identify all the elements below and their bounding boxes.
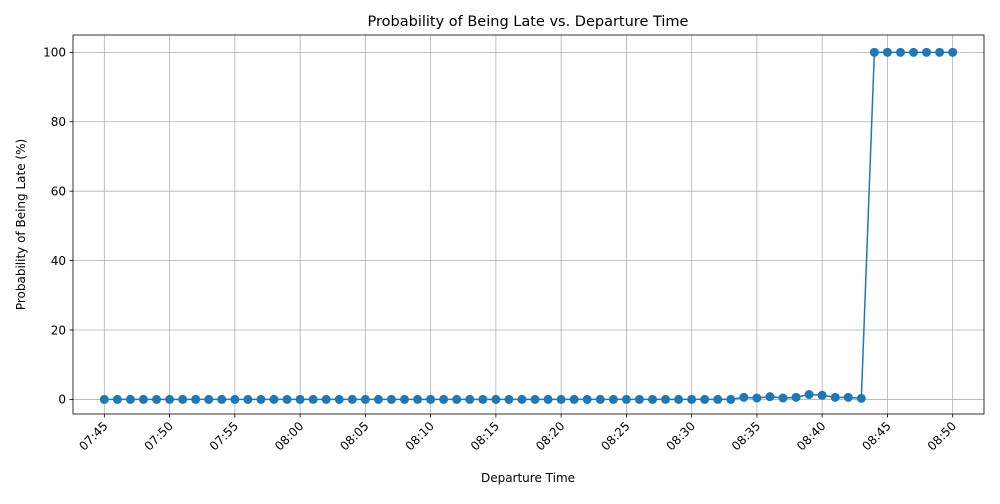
data-point (634, 394, 644, 404)
data-point (700, 394, 710, 404)
data-point (112, 394, 122, 404)
data-point (621, 394, 631, 404)
data-point (869, 47, 879, 57)
y-tick-label: 80 (51, 115, 66, 129)
x-axis-label: Departure Time (481, 471, 575, 485)
data-point (556, 394, 566, 404)
data-point (935, 47, 945, 57)
data-point (439, 394, 449, 404)
data-point (726, 394, 736, 404)
data-point (895, 47, 905, 57)
y-tick-label: 0 (58, 393, 66, 407)
x-axis: 07:45 07:50 07:55 08:00 08:05 08:10 08:15 08:20… (76, 414, 959, 453)
data-point (426, 394, 436, 404)
y-tick-label: 60 (51, 184, 66, 198)
x-tick-label: 07:50 (142, 419, 176, 453)
x-tick-label: 07:55 (207, 419, 241, 453)
data-point (478, 394, 488, 404)
x-tick-label: 08:40 (794, 419, 828, 453)
data-point (178, 394, 188, 404)
data-point (791, 392, 801, 402)
chart-title: Probability of Being Late vs. Departure … (368, 14, 689, 30)
data-point (491, 394, 501, 404)
y-axis-label: Probability of Being Late (%) (14, 139, 28, 310)
data-point (543, 394, 553, 404)
data-point (856, 393, 866, 403)
y-axis: 0 20 40 60 80 100 (43, 46, 73, 407)
data-point (321, 394, 331, 404)
data-point (256, 394, 266, 404)
data-point (882, 47, 892, 57)
data-point (504, 394, 514, 404)
data-point (687, 394, 697, 404)
data-point (334, 394, 344, 404)
data-point (530, 394, 540, 404)
data-point (517, 394, 527, 404)
data-point (843, 392, 853, 402)
data-point (713, 394, 723, 404)
x-tick-label: 08:30 (664, 419, 698, 453)
data-point (347, 394, 357, 404)
series (99, 47, 958, 404)
x-tick-label: 08:00 (272, 419, 306, 453)
data-point (400, 394, 410, 404)
data-point (674, 394, 684, 404)
data-point (830, 392, 840, 402)
data-point (99, 394, 109, 404)
data-point (243, 394, 253, 404)
data-point (661, 394, 671, 404)
x-tick-label: 08:50 (925, 419, 959, 453)
data-point (452, 394, 462, 404)
data-point (295, 394, 305, 404)
data-point (817, 390, 827, 400)
y-tick-label: 20 (51, 323, 66, 337)
data-point (152, 394, 162, 404)
data-point (465, 394, 475, 404)
data-point (948, 47, 958, 57)
data-point (569, 394, 579, 404)
x-tick-label: 08:35 (729, 419, 763, 453)
data-point (595, 394, 605, 404)
data-point (922, 47, 932, 57)
data-point (191, 394, 201, 404)
x-tick-label: 07:45 (76, 419, 110, 453)
data-point (608, 394, 618, 404)
data-point (739, 392, 749, 402)
data-point (165, 394, 175, 404)
y-tick-label: 100 (43, 46, 66, 60)
data-point (909, 47, 919, 57)
data-point (778, 393, 788, 403)
series-line (104, 51, 953, 401)
data-point (386, 394, 396, 404)
data-point (204, 394, 214, 404)
plot-frame (72, 34, 985, 415)
x-tick-label: 08:20 (533, 419, 567, 453)
data-point (217, 394, 227, 404)
x-tick-label: 08:15 (468, 419, 502, 453)
data-point (373, 394, 383, 404)
data-point (125, 394, 135, 404)
data-point (647, 394, 657, 404)
data-point (804, 390, 814, 400)
y-tick-label: 40 (51, 254, 66, 268)
data-point (269, 394, 279, 404)
x-tick-label: 08:45 (859, 419, 893, 453)
data-point (360, 394, 370, 404)
x-tick-label: 08:10 (403, 419, 437, 453)
data-point (230, 394, 240, 404)
data-point (582, 394, 592, 404)
data-point (282, 394, 292, 404)
x-tick-label: 08:25 (598, 419, 632, 453)
x-tick-label: 08:05 (337, 419, 371, 453)
data-point (765, 392, 775, 402)
data-point (413, 394, 423, 404)
data-point (308, 394, 318, 404)
data-point (138, 394, 148, 404)
grid (73, 35, 984, 414)
data-point (752, 393, 762, 403)
